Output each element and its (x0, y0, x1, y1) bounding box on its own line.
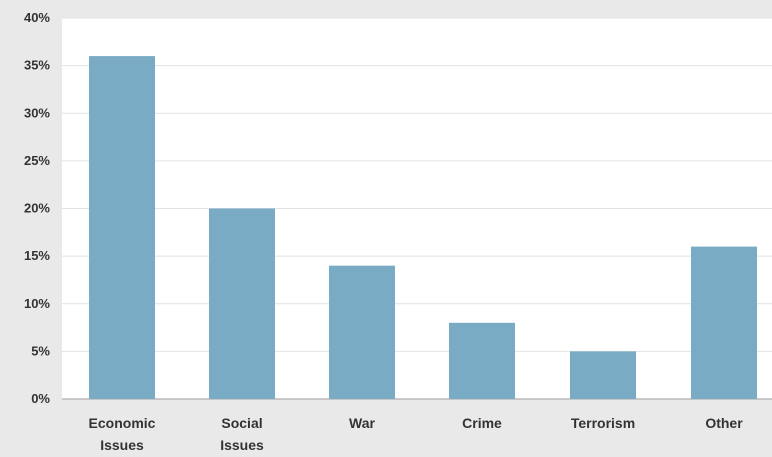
x-category-label: War (349, 415, 375, 431)
bars (89, 56, 757, 399)
bar (329, 265, 395, 399)
bar (570, 351, 636, 399)
y-tick-label: 35% (24, 58, 50, 73)
y-axis-tick-labels: 0% 5% 10% 15% 20% 25% 30% 35% 40% (24, 10, 50, 406)
y-tick-label: 40% (24, 10, 50, 25)
y-tick-label: 5% (31, 343, 50, 358)
bar (691, 246, 757, 399)
bar (449, 322, 515, 399)
gridlines (62, 17, 772, 400)
y-tick-label: 30% (24, 105, 50, 120)
x-category-label: Issues (100, 437, 144, 453)
bar (209, 208, 275, 399)
bar (89, 56, 155, 399)
y-tick-label: 15% (24, 248, 50, 263)
y-tick-label: 10% (24, 296, 50, 311)
y-tick-label: 0% (31, 391, 50, 406)
y-tick-label: 20% (24, 201, 50, 216)
x-category-label: Crime (462, 415, 502, 431)
x-category-label: Social (221, 415, 262, 431)
x-category-label: Economic (89, 415, 156, 431)
x-category-label: Issues (220, 437, 264, 453)
x-axis-category-labels: Economic Issues Social Issues War Crime Terror… (89, 415, 744, 453)
y-tick-label: 25% (24, 153, 50, 168)
x-category-label: Other (705, 415, 743, 431)
x-category-label: Terrorism (571, 415, 635, 431)
